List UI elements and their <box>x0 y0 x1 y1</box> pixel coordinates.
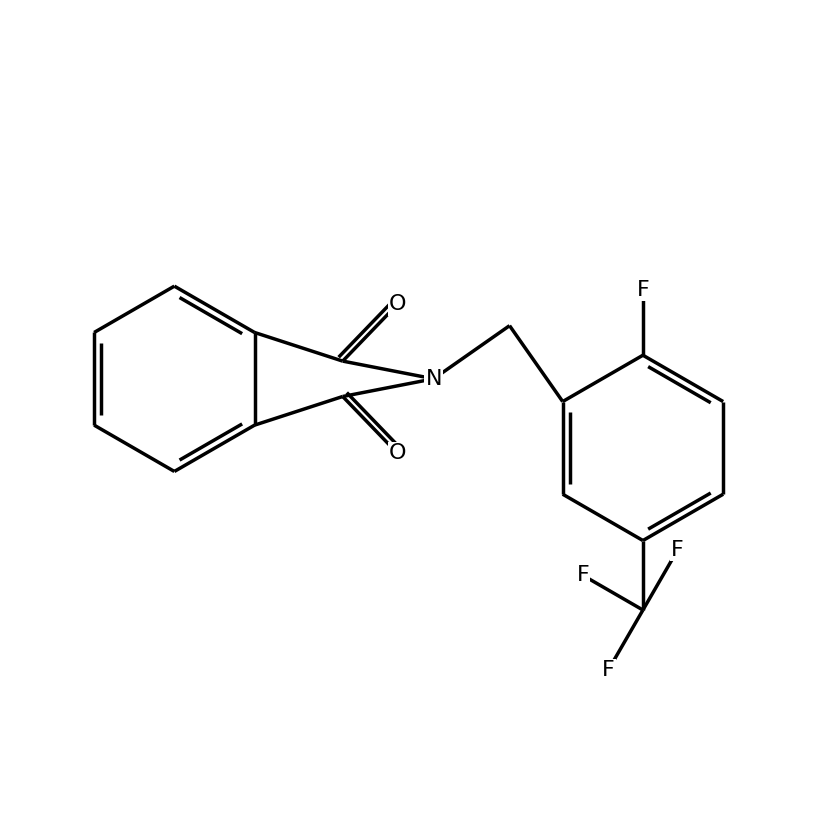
Text: O: O <box>388 443 406 463</box>
Text: F: F <box>576 565 589 585</box>
Text: F: F <box>672 540 684 560</box>
Text: F: F <box>602 660 614 681</box>
Text: F: F <box>636 280 650 300</box>
Text: O: O <box>388 295 406 314</box>
Text: N: N <box>425 369 442 389</box>
